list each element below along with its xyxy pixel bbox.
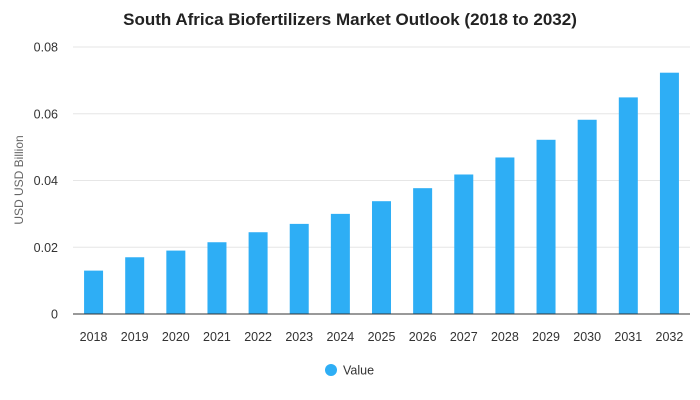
y-tick-labels: 0 0.02 0.04 0.06 0.08 bbox=[34, 41, 58, 322]
bar-2021[interactable] bbox=[207, 242, 227, 314]
x-tick-label: 2018 bbox=[80, 330, 108, 344]
x-tick-label: 2023 bbox=[285, 330, 313, 344]
x-tick-label: 2027 bbox=[450, 330, 478, 344]
x-tick-label: 2032 bbox=[656, 330, 684, 344]
y-tick-label: 0 bbox=[51, 308, 58, 322]
x-tick-labels: 2018 2019 2020 2021 2022 2023 2024 2025 2026 2027… bbox=[80, 330, 684, 344]
y-tick-label: 0.08 bbox=[34, 41, 58, 55]
bar-2025[interactable] bbox=[372, 201, 391, 314]
legend-label-value: Value bbox=[343, 364, 374, 378]
bar-2030[interactable] bbox=[577, 119, 597, 314]
x-tick-label: 2022 bbox=[244, 330, 272, 344]
bar-2018[interactable] bbox=[84, 270, 104, 314]
y-axis-label: USD USD Billion bbox=[12, 135, 26, 224]
x-tick-label: 2031 bbox=[614, 330, 642, 344]
bar-2023[interactable] bbox=[289, 223, 309, 314]
x-tick-label: 2021 bbox=[203, 330, 231, 344]
y-tick-label: 0.06 bbox=[34, 107, 58, 121]
x-tick-label: 2019 bbox=[121, 330, 149, 344]
legend-marker bbox=[325, 364, 337, 376]
bar-2029[interactable] bbox=[536, 139, 556, 314]
x-tick-label: 2024 bbox=[326, 330, 354, 344]
y-tick-label: 0.02 bbox=[34, 241, 58, 255]
bar-2031[interactable] bbox=[618, 97, 638, 315]
x-tick-label: 2025 bbox=[368, 330, 396, 344]
bar-2032[interactable] bbox=[659, 72, 679, 314]
x-tick-label: 2030 bbox=[573, 330, 601, 344]
x-tick-label: 2026 bbox=[409, 330, 437, 344]
x-tick-label: 2028 bbox=[491, 330, 519, 344]
bar-2024[interactable] bbox=[330, 213, 350, 314]
bar-2019[interactable] bbox=[125, 257, 145, 314]
x-tick-label: 2020 bbox=[162, 330, 190, 344]
bar-2020[interactable] bbox=[166, 250, 186, 314]
chart-title: South Africa Biofertilizers Market Outlo… bbox=[123, 10, 577, 29]
bar-2026[interactable] bbox=[413, 188, 433, 314]
bar-2022[interactable] bbox=[248, 232, 268, 314]
bars bbox=[84, 72, 679, 315]
legend[interactable]: Value bbox=[325, 364, 374, 378]
y-tick-label: 0.04 bbox=[34, 174, 58, 188]
bar-2027[interactable] bbox=[454, 174, 474, 314]
x-tick-label: 2029 bbox=[532, 330, 560, 344]
bar-2028[interactable] bbox=[495, 157, 515, 314]
